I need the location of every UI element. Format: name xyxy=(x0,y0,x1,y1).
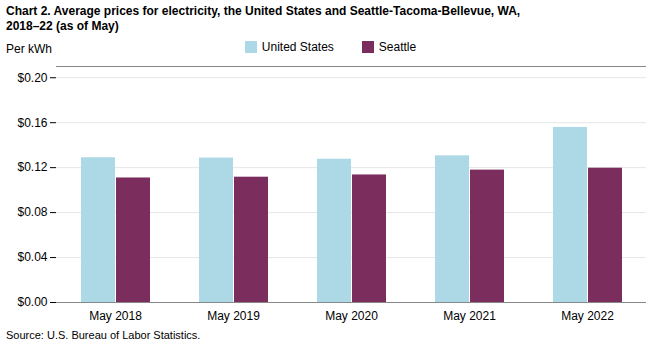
svg-text:May 2018: May 2018 xyxy=(89,309,142,323)
svg-text:$0.20: $0.20 xyxy=(17,71,47,85)
svg-text:$0.04: $0.04 xyxy=(17,250,47,264)
html-text:Source: U.S. Bureau of Labor S: Source: U.S. Bureau of Labor Statistics. xyxy=(6,329,201,341)
svg-text:$0.00: $0.00 xyxy=(17,295,47,309)
svg-text:$0.12: $0.12 xyxy=(17,160,47,174)
html-text:2018–22 (as of May): 2018–22 (as of May) xyxy=(6,19,119,33)
svg-text:$0.08: $0.08 xyxy=(17,205,47,219)
html-text:United States: United States xyxy=(261,40,334,54)
html-text:Chart 2. Average prices for el: Chart 2. Average prices for electricity,… xyxy=(6,4,521,18)
svg-text:$0.16: $0.16 xyxy=(17,116,47,130)
svg-text:May 2020: May 2020 xyxy=(325,309,378,323)
html-text:Seattle: Seattle xyxy=(378,40,417,54)
svg-text:May 2021: May 2021 xyxy=(443,309,496,323)
svg-text:May 2022: May 2022 xyxy=(561,309,614,323)
html-text:Per kWh: Per kWh xyxy=(6,42,52,56)
svg-text:May 2019: May 2019 xyxy=(207,309,260,323)
